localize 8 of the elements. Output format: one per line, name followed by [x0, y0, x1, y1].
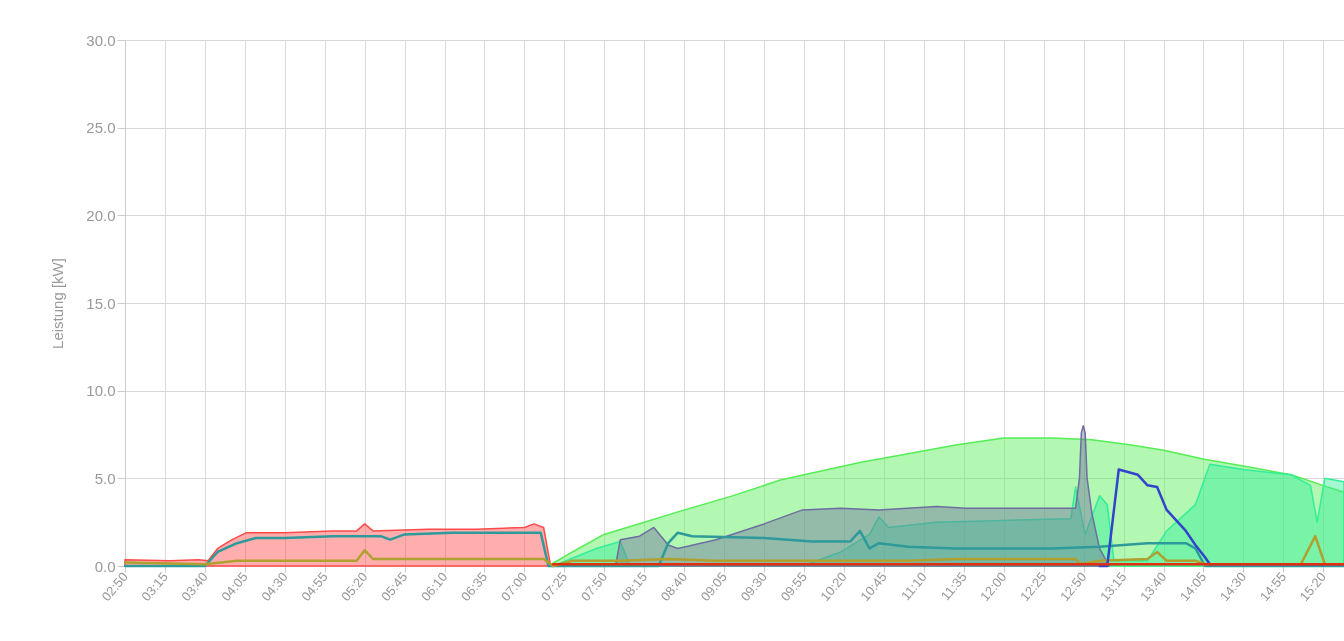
y-tick-label: 0.0 [94, 557, 116, 575]
y-tick-label: 10.0 [86, 382, 116, 400]
y-tick-label: 5.0 [94, 469, 116, 487]
y-tick-label: 15.0 [86, 294, 116, 312]
y-tick-label: 25.0 [86, 119, 116, 137]
y-axis-title: Leistung [kW] [49, 258, 67, 349]
y-tick-label: 20.0 [86, 206, 116, 224]
y-tick-label: 30.0 [86, 31, 116, 49]
